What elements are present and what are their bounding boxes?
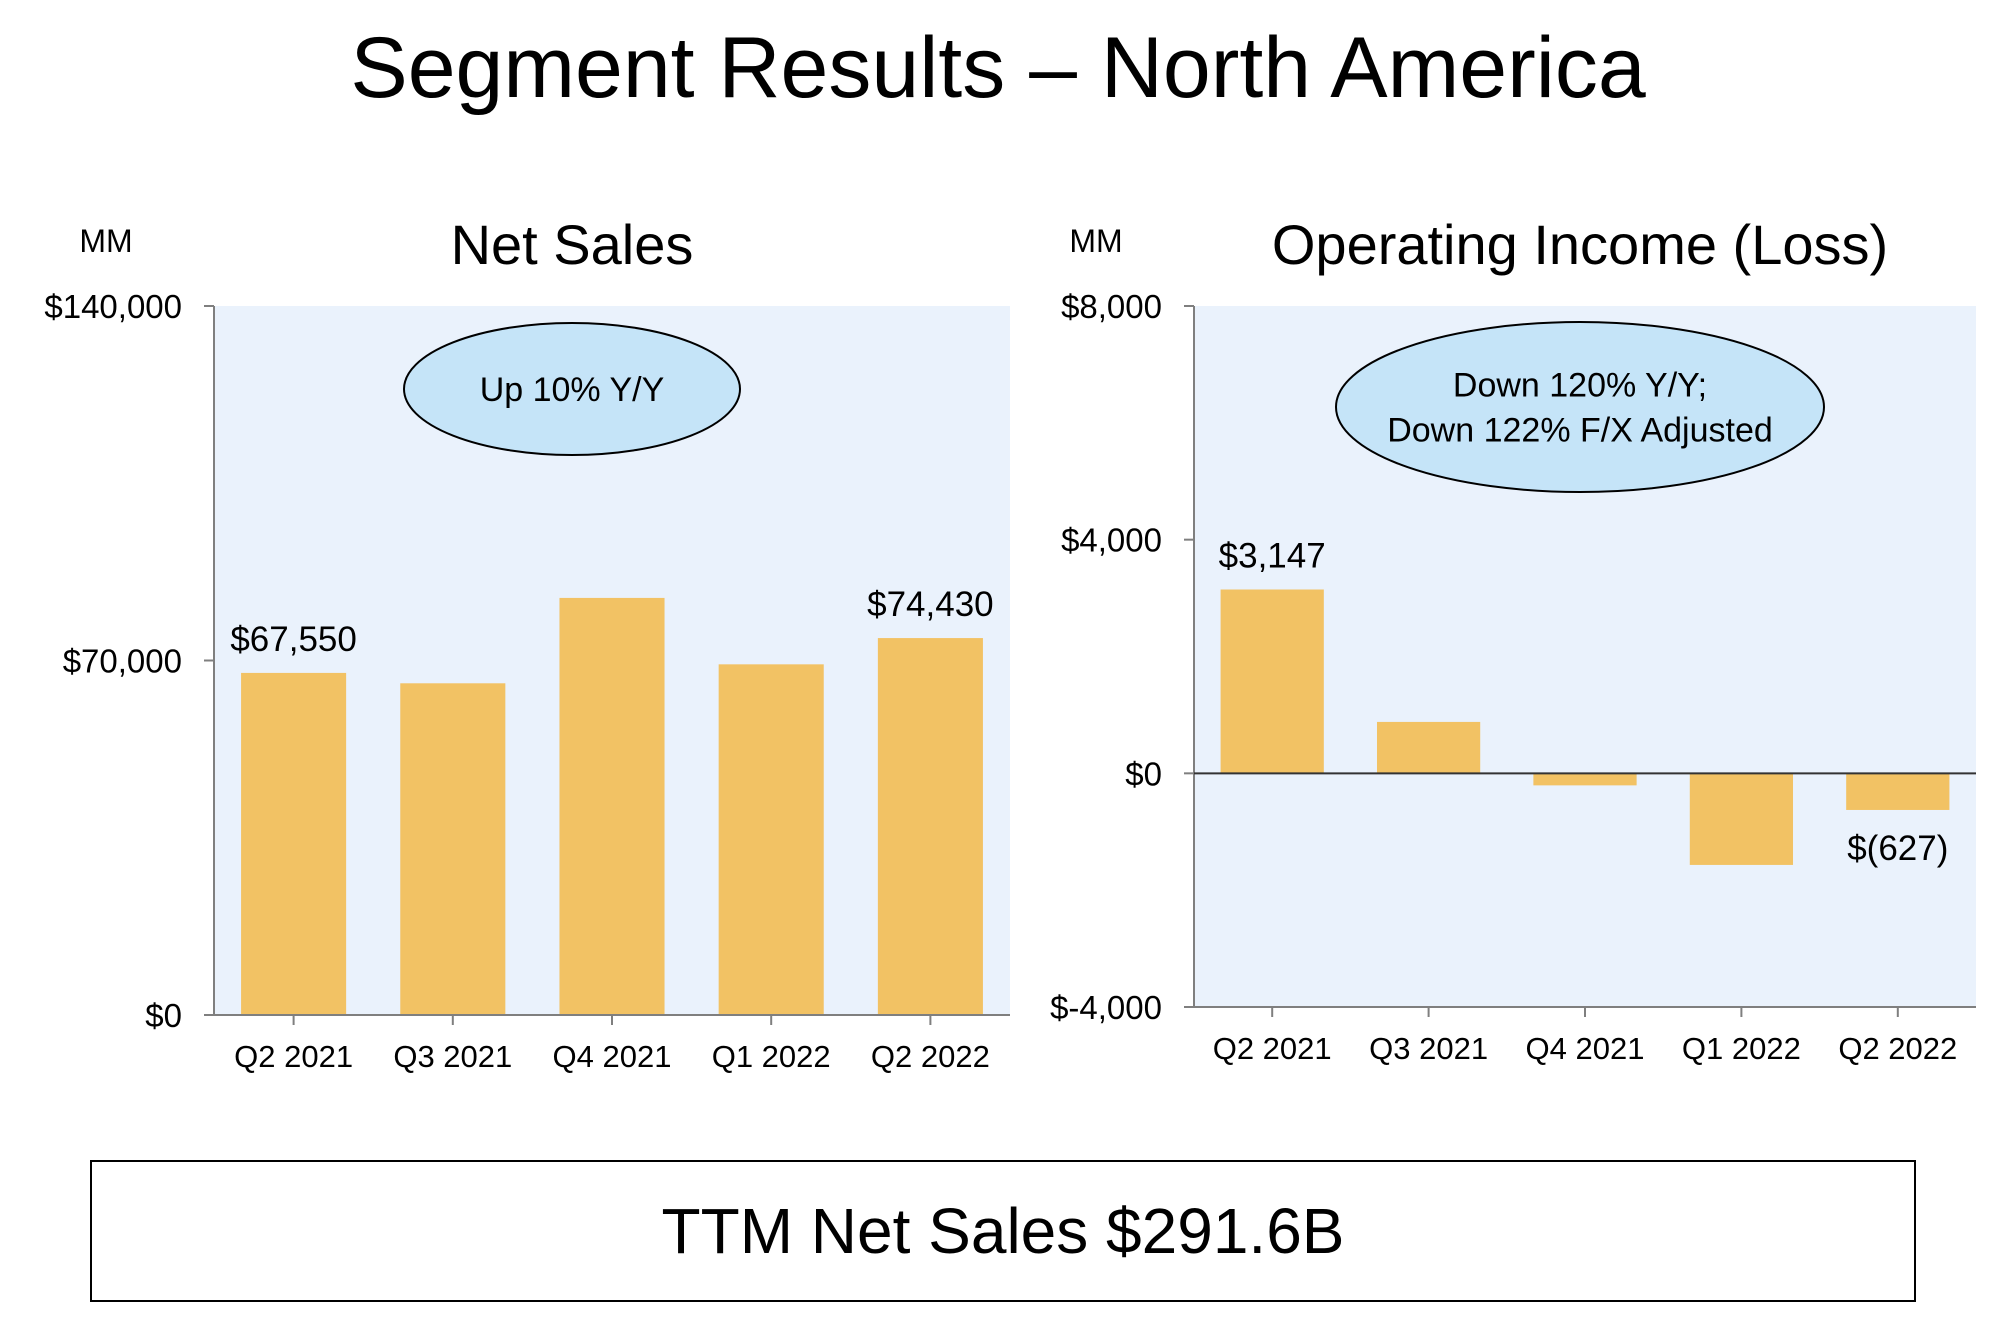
- net-sales-chart-title: Net Sales: [451, 213, 694, 276]
- operating-income-y-tick-label: $4,000: [1061, 522, 1162, 559]
- operating-income-bar: [1376, 721, 1481, 774]
- ttm-net-sales-text: TTM Net Sales $291.6B: [661, 1195, 1345, 1267]
- operating-income-x-tick-label: Q2 2021: [1213, 1031, 1332, 1066]
- operating-income-data-label: $(627): [1847, 829, 1948, 868]
- net-sales-data-label: $74,430: [867, 585, 994, 624]
- operating-income-x-tick-label: Q3 2021: [1369, 1031, 1488, 1066]
- operating-income-bar: [1846, 773, 1950, 810]
- net-sales-y-tick-label: $0: [145, 997, 182, 1034]
- net-sales-x-tick-label: Q1 2022: [712, 1039, 831, 1074]
- net-sales-y-tick-label: $70,000: [63, 643, 182, 680]
- net-sales-x-tick-label: Q2 2021: [234, 1039, 353, 1074]
- net-sales-y-tick-label: $140,000: [44, 288, 182, 325]
- net-sales-bar: [877, 638, 983, 1015]
- net-sales-chart: Net Sales MM $0 $70,000 $140,000 Q2 2021 Q3 20…: [44, 213, 1010, 1074]
- operating-income-callout-text: Down 122% F/X Adjusted: [1387, 412, 1773, 450]
- slide-title: Segment Results – North America: [350, 20, 1646, 116]
- operating-income-callout: [1335, 321, 1825, 493]
- operating-income-y-tick-label: $8,000: [1061, 288, 1162, 325]
- operating-income-y-tick-label: $-4,000: [1050, 989, 1162, 1026]
- operating-income-unit-label: MM: [1069, 223, 1122, 259]
- operating-income-bar: [1689, 773, 1794, 865]
- operating-income-callout-text: Down 120% Y/Y;: [1453, 367, 1707, 405]
- operating-income-y-tick-label: $0: [1125, 755, 1162, 792]
- operating-income-data-label: $3,147: [1219, 536, 1326, 575]
- net-sales-x-tick-label: Q3 2021: [393, 1039, 512, 1074]
- operating-income-x-tick-label: Q2 2022: [1838, 1031, 1957, 1066]
- net-sales-bar: [718, 664, 824, 1015]
- operating-income-x-tick-label: Q1 2022: [1682, 1031, 1801, 1066]
- net-sales-bar: [559, 597, 665, 1015]
- operating-income-bar: [1533, 773, 1637, 786]
- operating-income-chart: Operating Income (Loss) MM $-4,000 $0 $4,000…: [1050, 213, 1976, 1066]
- operating-income-x-tick-label: Q4 2021: [1526, 1031, 1645, 1066]
- net-sales-callout: [403, 322, 741, 456]
- net-sales-x-tick-label: Q2 2022: [871, 1039, 990, 1074]
- net-sales-data-label: $67,550: [230, 620, 357, 659]
- net-sales-x-tick-label: Q4 2021: [553, 1039, 672, 1074]
- net-sales-unit-label: MM: [79, 223, 132, 259]
- operating-income-bar: [1220, 589, 1324, 774]
- ttm-net-sales-box: TTM Net Sales $291.6B: [90, 1160, 1916, 1302]
- net-sales-bar: [400, 683, 506, 1015]
- net-sales-callout-text: Up 10% Y/Y: [480, 371, 665, 409]
- operating-income-chart-title: Operating Income (Loss): [1272, 213, 1888, 276]
- net-sales-bar: [241, 672, 347, 1015]
